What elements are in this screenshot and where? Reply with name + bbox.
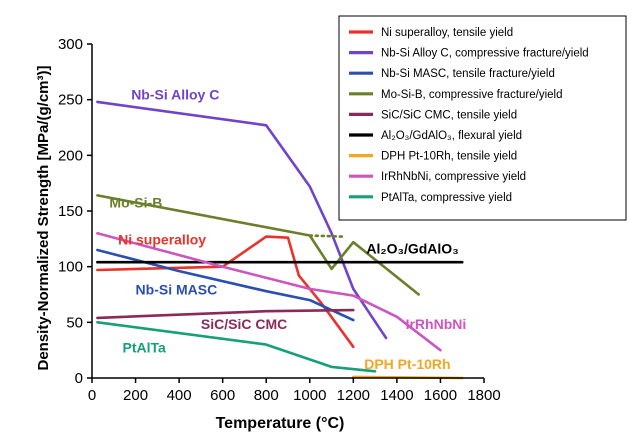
series-annotations: Nb-Si Alloy C Mo-Si-B Ni superalloy Al₂O₃/G… [109,87,466,372]
legend-label-8: PtAlTa, compressive yield [381,192,512,204]
annotation-label: Nb-Si Alloy C [131,87,219,103]
series-line-4 [96,308,355,320]
legend-label-2: Nb-Si MASC, tensile fracture/yield [381,68,555,80]
x-axis-title: Temperature (°C) [216,415,345,432]
legend-label-0: Ni superalloy, tensile yield [381,27,513,39]
annotation-label: IrRhNbNi [406,316,467,332]
annotation-label: Nb-Si MASC [136,282,218,298]
legend-label-6: DPH Pt-10Rh, tensile yield [381,151,517,163]
y-tick-label: 150 [58,203,83,220]
annotation-label: Al₂O₃/GdAlO₃ [366,240,458,256]
x-tick-label: 1800 [467,387,500,404]
series-line-3 [96,194,421,296]
annotation-label: PtAlTa [122,339,166,355]
x-tick-label: 1400 [380,387,413,404]
annotation-label: Mo-Si-B [109,195,162,211]
x-tick-label: 1200 [337,387,370,404]
y-tick-label: 200 [58,147,83,164]
y-tick-label: 100 [58,259,83,276]
series-dotted-extension-3 [308,234,344,238]
legend: Ni superalloy, tensile yield Nb-Si Alloy … [338,15,627,221]
x-tick-label: 1000 [293,387,326,404]
x-tick-label: 1600 [424,387,457,404]
axes: 0 50 100 150 200 250 300 0 200 400 600 800 1000 1200 1… [58,36,501,404]
y-axis-title: Density-Normalized Strength [MPa/(g/cm³)… [35,65,52,370]
series-line-8 [96,320,377,373]
x-tick-label: 0 [88,387,96,404]
annotation-label: SiC/SiC CMC [201,316,287,332]
legend-label-4: SiC/SiC CMC, tensile yield [381,109,517,121]
legend-label-1: Nb-Si Alloy C, compressive fracture/yiel… [381,48,589,60]
x-tick-label: 200 [123,387,148,404]
legend-label-3: Mo-Si-B, compressive fracture/yield [381,89,563,101]
y-tick-label: 0 [75,370,83,387]
series-line-7 [96,232,442,352]
y-tick-label: 50 [66,314,83,331]
series-line-2 [96,248,355,322]
annotation-label: DPH Pt-10Rh [364,356,450,372]
x-tick-label: 400 [167,387,192,404]
series-lines [96,100,464,380]
x-tick-label: 800 [254,387,279,404]
legend-box [338,15,627,221]
y-tick-label: 300 [58,36,83,53]
x-tick-label: 600 [210,387,235,404]
y-tick-label: 250 [58,92,83,109]
annotation-label: Ni superalloy [118,231,206,247]
legend-label-7: IrRhNbNi, compressive yield [381,171,526,183]
legend-label-5: Al₂O₃/GdAlO₃, flexural yield [381,130,522,142]
